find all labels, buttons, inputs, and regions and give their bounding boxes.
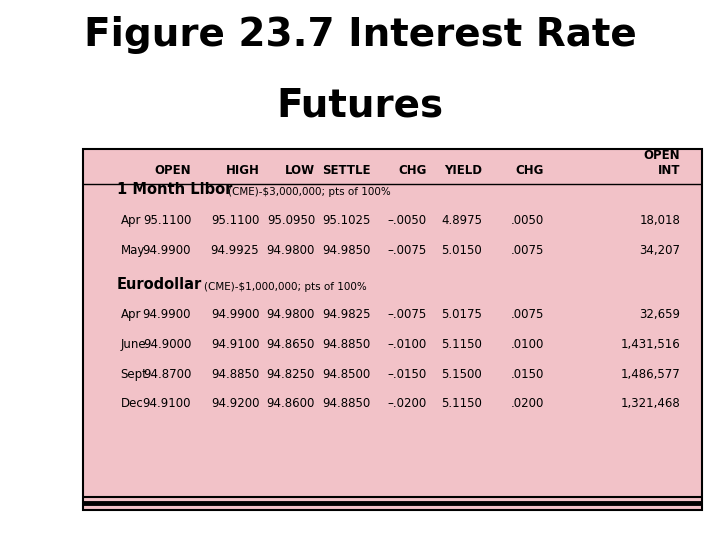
Text: 5.0150: 5.0150 bbox=[441, 244, 482, 256]
Text: INT: INT bbox=[658, 164, 680, 177]
Text: (CME)-$1,000,000; pts of 100%: (CME)-$1,000,000; pts of 100% bbox=[204, 281, 366, 292]
Text: 1,486,577: 1,486,577 bbox=[621, 368, 680, 381]
Text: 5.1150: 5.1150 bbox=[441, 397, 482, 410]
Text: 34,207: 34,207 bbox=[639, 244, 680, 256]
Text: Eurodollar: Eurodollar bbox=[117, 276, 202, 292]
Text: 1 Month Libor: 1 Month Libor bbox=[117, 182, 233, 197]
Text: 5.0175: 5.0175 bbox=[441, 308, 482, 321]
Text: 94.8500: 94.8500 bbox=[323, 368, 371, 381]
Text: CHG: CHG bbox=[516, 164, 544, 177]
Text: 94.8650: 94.8650 bbox=[266, 338, 315, 351]
Text: Figure 23.7 Interest Rate: Figure 23.7 Interest Rate bbox=[84, 16, 636, 54]
Text: 94.9850: 94.9850 bbox=[323, 244, 371, 256]
Text: –.0200: –.0200 bbox=[387, 397, 426, 410]
Text: LOW: LOW bbox=[285, 164, 315, 177]
Text: .0200: .0200 bbox=[510, 397, 544, 410]
Text: .0100: .0100 bbox=[510, 338, 544, 351]
Text: .0050: .0050 bbox=[511, 214, 544, 227]
Text: 4.8975: 4.8975 bbox=[441, 214, 482, 227]
Text: CHG: CHG bbox=[398, 164, 426, 177]
Text: 94.9800: 94.9800 bbox=[266, 244, 315, 256]
Text: Dec: Dec bbox=[120, 397, 143, 410]
Text: 94.9925: 94.9925 bbox=[211, 244, 259, 256]
Text: (CME)-$3,000,000; pts of 100%: (CME)-$3,000,000; pts of 100% bbox=[228, 187, 391, 197]
Text: OPEN: OPEN bbox=[644, 149, 680, 162]
Text: –.0050: –.0050 bbox=[387, 214, 426, 227]
Text: OPEN: OPEN bbox=[155, 164, 192, 177]
Text: 94.9100: 94.9100 bbox=[211, 338, 259, 351]
Text: 5.1150: 5.1150 bbox=[441, 338, 482, 351]
Text: .0075: .0075 bbox=[510, 308, 544, 321]
Text: 94.9825: 94.9825 bbox=[323, 308, 371, 321]
Text: 1,431,516: 1,431,516 bbox=[621, 338, 680, 351]
Text: 94.9200: 94.9200 bbox=[211, 397, 259, 410]
Text: 94.9100: 94.9100 bbox=[143, 397, 192, 410]
Text: Apr: Apr bbox=[120, 308, 141, 321]
Text: June: June bbox=[120, 338, 146, 351]
Text: 95.0950: 95.0950 bbox=[266, 214, 315, 227]
Text: –.0075: –.0075 bbox=[387, 308, 426, 321]
Text: Apr: Apr bbox=[120, 214, 141, 227]
Text: Sept: Sept bbox=[120, 368, 148, 381]
Text: 5.1500: 5.1500 bbox=[441, 368, 482, 381]
Text: 18,018: 18,018 bbox=[639, 214, 680, 227]
Text: 94.8850: 94.8850 bbox=[323, 338, 371, 351]
Text: 95.1100: 95.1100 bbox=[143, 214, 192, 227]
Text: Futures: Futures bbox=[276, 86, 444, 124]
Text: 94.8250: 94.8250 bbox=[266, 368, 315, 381]
Text: 94.8600: 94.8600 bbox=[266, 397, 315, 410]
Text: 94.9900: 94.9900 bbox=[143, 308, 192, 321]
Text: 1,321,468: 1,321,468 bbox=[621, 397, 680, 410]
Text: 94.8850: 94.8850 bbox=[211, 368, 259, 381]
Text: .0150: .0150 bbox=[510, 368, 544, 381]
Text: YIELD: YIELD bbox=[444, 164, 482, 177]
Text: 95.1100: 95.1100 bbox=[211, 214, 259, 227]
Text: 95.1025: 95.1025 bbox=[323, 214, 371, 227]
Text: 94.9000: 94.9000 bbox=[143, 338, 192, 351]
Text: –.0150: –.0150 bbox=[387, 368, 426, 381]
Text: 94.8850: 94.8850 bbox=[323, 397, 371, 410]
Text: May: May bbox=[120, 244, 145, 256]
Text: –.0100: –.0100 bbox=[387, 338, 426, 351]
Text: 94.9900: 94.9900 bbox=[211, 308, 259, 321]
Text: .0075: .0075 bbox=[510, 244, 544, 256]
Text: 94.8700: 94.8700 bbox=[143, 368, 192, 381]
Text: 94.9800: 94.9800 bbox=[266, 308, 315, 321]
Text: SETTLE: SETTLE bbox=[323, 164, 371, 177]
Text: –.0075: –.0075 bbox=[387, 244, 426, 256]
Text: HIGH: HIGH bbox=[225, 164, 259, 177]
Text: 94.9900: 94.9900 bbox=[143, 244, 192, 256]
Text: 32,659: 32,659 bbox=[639, 308, 680, 321]
